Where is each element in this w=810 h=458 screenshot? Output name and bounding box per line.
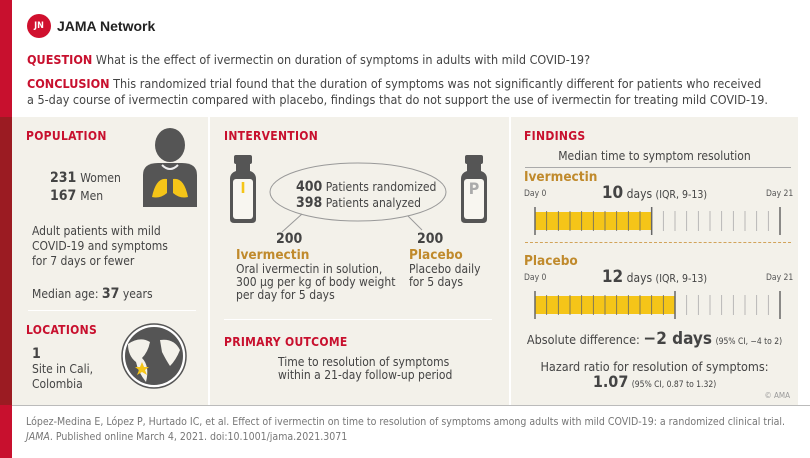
footer-divider xyxy=(12,405,810,406)
ivermectin-vial-icon xyxy=(230,155,256,223)
arm-divider xyxy=(525,242,791,243)
placebo-arm-name: Placebo xyxy=(409,247,463,263)
locations-description: 1 Site in Cali, Colombia xyxy=(32,346,94,392)
intervention-title: INTERVENTION xyxy=(224,129,319,143)
jama-network-logo: JN JAMA Network xyxy=(27,14,155,38)
globe-icon xyxy=(121,323,187,389)
divider xyxy=(224,319,492,320)
accent-bar-bottom xyxy=(0,405,12,458)
randomization-diagram xyxy=(269,162,447,233)
day0-label: Day 0 xyxy=(524,273,547,283)
population-panel: POPULATION 231 Women 167 Men Adult patie… xyxy=(12,117,208,405)
median-age: Median age: 37 years xyxy=(32,286,153,302)
placebo-arm-description: Placebo daily for 5 days xyxy=(409,262,481,289)
findings-title: FINDINGS xyxy=(524,129,586,143)
ivermectin-count: 200 xyxy=(276,231,303,247)
primary-outcome-title: PRIMARY OUTCOME xyxy=(224,335,348,349)
population-title: POPULATION xyxy=(26,129,107,143)
accent-bar-top xyxy=(0,0,12,117)
brand-name: JAMA Network xyxy=(57,18,156,34)
randomization-counts: 400 Patients randomized 398 Patients ana… xyxy=(296,179,437,211)
population-counts: 231 Women 167 Men xyxy=(50,170,121,204)
accent-bar-middle xyxy=(0,117,12,405)
locations-title: LOCATIONS xyxy=(26,323,98,337)
day21-label: Day 21 xyxy=(766,273,794,283)
hazard-ratio: 1.07 (95% CI, 0.87 to 1.32) xyxy=(592,372,717,391)
jn-logo-icon: JN xyxy=(27,14,51,38)
day0-label: Day 0 xyxy=(524,189,547,199)
ivermectin-median: 10 days (IQR, 9-13) xyxy=(601,183,708,203)
population-description: Adult patients with mild COVID-19 and sym… xyxy=(32,224,168,268)
ivermectin-arm-name: Ivermectin xyxy=(236,247,310,263)
placebo-vial-icon xyxy=(461,155,487,223)
findings-subtitle: Median time to symptom resolution xyxy=(558,149,751,163)
divider xyxy=(28,310,196,311)
intervention-panel: INTERVENTION I P 400 Patients randomized… xyxy=(210,117,509,405)
hazard-ratio-label: Hazard ratio for resolution of symptoms: xyxy=(540,359,769,374)
ivermectin-label: Ivermectin xyxy=(524,169,598,185)
vial-label-p: P xyxy=(468,179,480,198)
absolute-difference: Absolute difference: −2 days (95% CI, −4… xyxy=(526,329,783,349)
day21-label: Day 21 xyxy=(766,189,794,199)
divider xyxy=(525,167,791,168)
ivermectin-arm-description: Oral ivermectin in solution, 300 µg per k… xyxy=(236,262,396,302)
ivermectin-timeline xyxy=(534,207,781,235)
conclusion: CONCLUSION This randomized trial found t… xyxy=(27,76,768,107)
placebo-median: 12 days (IQR, 9-13) xyxy=(601,267,708,287)
findings-panel: FINDINGS Median time to symptom resoluti… xyxy=(511,117,798,405)
placebo-timeline xyxy=(534,291,781,319)
copyright: © AMA xyxy=(764,391,790,400)
placebo-label: Placebo xyxy=(524,253,578,269)
person-lungs-icon xyxy=(143,128,197,207)
question: QUESTION What is the effect of ivermecti… xyxy=(27,52,591,67)
citation: López-Medina E, López P, Hurtado IC, et … xyxy=(26,416,785,443)
placebo-count: 200 xyxy=(417,231,444,247)
primary-outcome-description: Time to resolution of symptoms within a 2… xyxy=(278,355,453,382)
vial-label-i: I xyxy=(240,179,246,197)
